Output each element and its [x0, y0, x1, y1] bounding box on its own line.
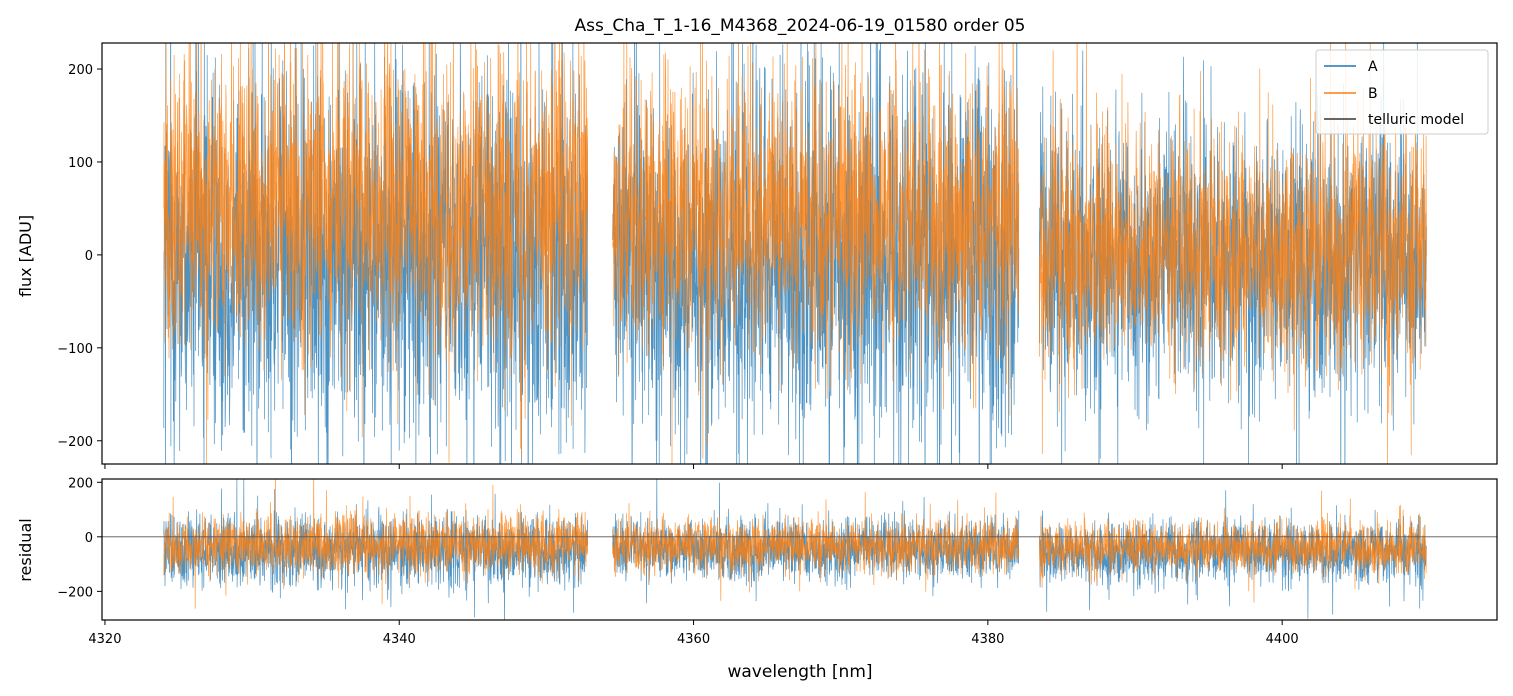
residual-ylabel: residual — [16, 518, 35, 581]
residual-series-a-segment-1 — [163, 479, 588, 620]
flux-ylabel: flux [ADU] — [16, 215, 35, 297]
flux-panel: 200 100 0 −100 −200 flux [ADU] A B telluric … — [16, 42, 1498, 469]
residual-series-b-segment-3 — [1039, 490, 1427, 603]
legend-label-a: A — [1368, 59, 1378, 75]
residual-plot-area — [102, 479, 1497, 620]
residual-ytick-label-2: −200 — [57, 585, 93, 600]
flux-ytick-label-4: −200 — [57, 435, 93, 450]
residual-series-b-segment-2 — [612, 492, 1020, 601]
flux-ytick-label-3: −100 — [57, 342, 93, 357]
residual-axis-ticks: 200 0 −200 4320 4340 4360 4380 4400 — [57, 476, 1298, 647]
flux-axes-frame — [101, 42, 1498, 465]
legend-label-telluric: telluric model — [1368, 112, 1464, 128]
residual-axes-frame — [101, 478, 1498, 621]
residual-series-b-segment-1 — [163, 479, 588, 609]
flux-series-a-segment-1 — [163, 43, 588, 464]
chart-title: Ass_Cha_T_1-16_M4368_2024-06-19_01580 or… — [575, 16, 1026, 36]
legend-box — [1315, 49, 1489, 135]
flux-series-b-segment-3 — [1039, 43, 1427, 464]
residual-xtick-label-1: 4340 — [383, 632, 416, 647]
residual-xtick-label-0: 4320 — [88, 632, 121, 647]
residual-xtick-label-2: 4360 — [677, 632, 710, 647]
residual-panel: 200 0 −200 4320 4340 4360 4380 4400 residual wa… — [16, 476, 1498, 682]
legend-label-b: B — [1368, 86, 1378, 102]
flux-ytick-label-0: 200 — [68, 63, 93, 78]
flux-series-b-segment-2 — [612, 43, 1020, 464]
residual-ytick-label-1: 0 — [85, 531, 93, 546]
xlabel: wavelength [nm] — [727, 662, 872, 682]
flux-plot-area — [163, 43, 1427, 464]
flux-ytick-label-2: 0 — [85, 249, 93, 264]
residual-xtick-label-4: 4400 — [1266, 632, 1299, 647]
flux-ytick-label-1: 100 — [68, 156, 93, 171]
legend: A B telluric model — [1315, 49, 1489, 135]
residual-ytick-label-0: 200 — [68, 476, 93, 491]
flux-series-b-segment-1 — [163, 43, 588, 464]
residual-xtick-label-3: 4380 — [971, 632, 1004, 647]
flux-axis-ticks: 200 100 0 −100 −200 — [57, 63, 1283, 469]
